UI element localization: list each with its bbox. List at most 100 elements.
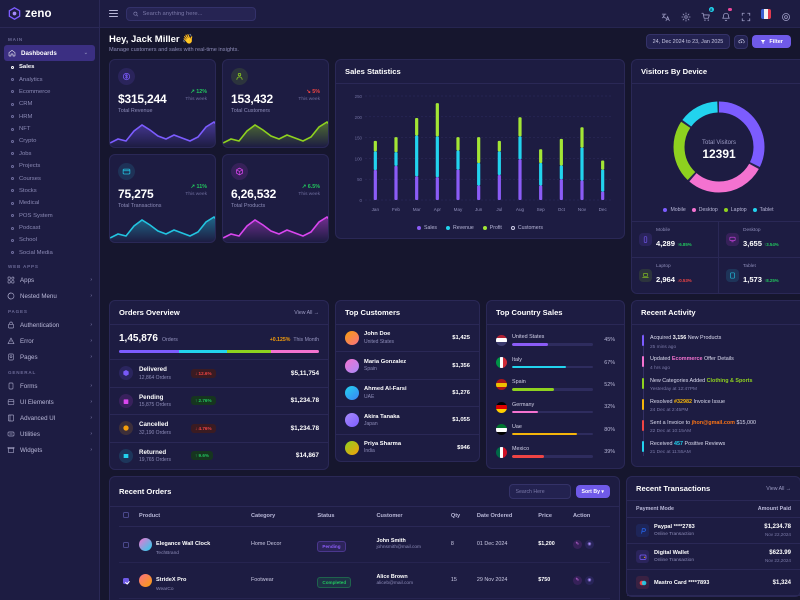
- sidebar-subitem-analytics[interactable]: Analytics: [0, 73, 99, 85]
- sidebar-subitem-pos-system[interactable]: POS System: [0, 210, 99, 222]
- order-status-row-returned[interactable]: Returned 19,765 Orders ↑ 9.6% $14,867: [110, 443, 328, 470]
- order-status-amount: $14,867: [295, 452, 319, 460]
- country-row-germany[interactable]: Germany 32%: [487, 396, 624, 418]
- order-status-row-delivered[interactable]: Delivered 12,864 Orders ↓ 12.6% $5,11,754: [110, 360, 328, 388]
- legend-item-customers[interactable]: Customers: [510, 225, 543, 231]
- orders-search-input[interactable]: [508, 484, 571, 499]
- recent-activity-list: Acquired 3,156 New Products 25 mins ago Up…: [632, 325, 800, 466]
- table-row[interactable]: StrideX Pro WearCo Footwear Completed Alice …: [119, 562, 610, 599]
- sidebar-subitem-school[interactable]: School: [0, 234, 99, 246]
- device-legend-tablet[interactable]: Tablet: [752, 207, 774, 213]
- view-eye-icon[interactable]: ◉: [584, 575, 594, 585]
- transaction-row-mastro-card-****7893[interactable]: Mastro Card ****7893 $1,324: [627, 570, 800, 597]
- legend-item-revenue[interactable]: Revenue: [446, 225, 474, 231]
- brand[interactable]: zeno: [0, 0, 99, 28]
- order-status-row-pending[interactable]: Pending 15,875 Orders ↑ 2.76% $1,234.78: [110, 388, 328, 416]
- sidebar-subitem-courses[interactable]: Courses: [0, 172, 99, 184]
- customer-row-akira-tanaka[interactable]: Akira Tanaka Japan $1,055: [336, 407, 479, 435]
- edit-pencil-icon[interactable]: ✎: [572, 539, 582, 549]
- hamburger-menu-icon[interactable]: [109, 10, 118, 17]
- sidebar-item-error[interactable]: Error ›: [0, 333, 99, 349]
- sidebar-item-authentication[interactable]: Authentication ›: [0, 317, 99, 333]
- transactions-view-all-link[interactable]: View All →: [766, 485, 791, 492]
- stat-card-total-customers[interactable]: 153,432 Total Customers ↘ 5% This week: [222, 59, 329, 148]
- customer-row-priya-sharma[interactable]: Priya Sharma India $946: [336, 435, 479, 461]
- legend-item-sales[interactable]: Sales: [417, 225, 437, 231]
- download-cloud-icon[interactable]: [734, 34, 749, 49]
- sidebar-subitem-crm[interactable]: CRM: [0, 98, 99, 110]
- activity-row[interactable]: New Categories Added Clothing & Sports Ye…: [641, 374, 796, 395]
- device-stat-desktop[interactable]: Desktop 3,655 ↑3.54%: [718, 222, 800, 257]
- fullscreen-icon[interactable]: [741, 9, 751, 21]
- stat-card-total-products[interactable]: 6,26,532 Total Products ↗ 6.5% This week: [222, 154, 329, 243]
- theme-toggle-icon[interactable]: [781, 9, 791, 21]
- orders-view-all-link[interactable]: View All →: [294, 309, 319, 316]
- country-progress-fill: [512, 343, 549, 346]
- sidebar-item-forms[interactable]: Forms ›: [0, 378, 99, 394]
- activity-row[interactable]: Sent a Invoice to jhon@gmail.com $15,000…: [641, 416, 796, 437]
- country-progress-fill: [512, 410, 538, 414]
- sidebar-item-apps[interactable]: Apps ›: [0, 272, 99, 288]
- sidebar-subitem-sales[interactable]: Sales: [0, 61, 99, 73]
- activity-row[interactable]: Received 457 Positive Reviews 21 Dec at 1…: [641, 437, 796, 458]
- order-status-row-cancelled[interactable]: Cancelled 32,190 Orders ↓ 4.76% $1,234.78: [110, 415, 328, 443]
- sidebar-subitem-jobs[interactable]: Jobs: [0, 148, 99, 160]
- date-range-picker[interactable]: 24, Dec 2024 to 23, Jan 2025: [645, 34, 731, 49]
- sidebar-subitem-social-media[interactable]: Social Media: [0, 247, 99, 259]
- table-row[interactable]: Elegance Wall Clock TechBrand Home Decor Pe…: [119, 526, 610, 563]
- device-stat-tablet[interactable]: Tablet 1,573 ↑8.25%: [718, 258, 800, 293]
- search-input[interactable]: [142, 10, 249, 17]
- device-stat-laptop[interactable]: Laptop 2,964 ↓0.53%: [632, 258, 718, 293]
- sidebar-subitem-medical[interactable]: Medical: [0, 197, 99, 209]
- edit-pencil-icon[interactable]: ✎: [572, 575, 582, 585]
- transaction-row-digital-wallet[interactable]: Digital Wallet Online Transaction $623.99 N…: [627, 544, 800, 571]
- device-legend-desktop[interactable]: Desktop: [691, 207, 718, 213]
- sidebar-subitem-stocks[interactable]: Stocks: [0, 185, 99, 197]
- country-row-united-states[interactable]: United States 45%: [487, 329, 624, 351]
- view-eye-icon[interactable]: ◉: [584, 539, 594, 549]
- activity-row[interactable]: Updated Ecommerce Offer Details 4 hrs ago: [641, 353, 796, 374]
- activity-row[interactable]: Resolved #32982 Invoice Issue 24 Dec at 2…: [641, 395, 796, 416]
- device-legend-laptop[interactable]: Laptop: [723, 207, 747, 213]
- customer-row-john-doe[interactable]: John Doe United States $1,425: [336, 325, 479, 353]
- device-legend-mobile[interactable]: Mobile: [663, 207, 686, 213]
- bell-notification-icon[interactable]: [721, 7, 732, 21]
- sidebar-subitem-podcast[interactable]: Podcast: [0, 222, 99, 234]
- cart-icon[interactable]: 8: [701, 6, 714, 21]
- table-row[interactable]: EduCarry 360DecorArtsSchool SuppliesShip…: [119, 598, 610, 600]
- search-box[interactable]: [126, 6, 256, 21]
- row-checkbox[interactable]: [123, 578, 129, 585]
- sidebar-item-widgets[interactable]: Widgets ›: [0, 442, 99, 458]
- country-row-italy[interactable]: Italy 67%: [487, 351, 624, 373]
- sidebar-subitem-crypto[interactable]: Crypto: [0, 135, 99, 147]
- legend-item-profit[interactable]: Profit: [482, 225, 502, 231]
- sidebar-subitem-ecommerce[interactable]: Ecommerce: [0, 86, 99, 98]
- sidebar-item-ui-elements[interactable]: UI Elements ›: [0, 394, 99, 410]
- device-stat-mobile[interactable]: Mobile 4,289 ↑6.85%: [632, 222, 718, 257]
- sidebar-subitem-hrm[interactable]: HRM: [0, 111, 99, 123]
- filter-button[interactable]: Filter: [752, 35, 791, 48]
- sidebar-item-pages[interactable]: Pages ›: [0, 349, 99, 365]
- country-row-uae[interactable]: Uae 80%: [487, 419, 624, 441]
- activity-row[interactable]: Acquired 3,156 New Products 25 mins ago: [641, 332, 796, 353]
- select-all-checkbox[interactable]: [123, 512, 129, 519]
- customer-row-maria-gonzalez[interactable]: Maria Gonzalez Spain $1,356: [336, 352, 479, 380]
- stat-card-total-transactions[interactable]: 75,275 Total Transactions ↗ 11% This week: [109, 154, 216, 243]
- translate-icon[interactable]: [661, 9, 671, 21]
- sidebar-item-utilities[interactable]: Utilities ›: [0, 426, 99, 442]
- sidebar-item-nested-menu[interactable]: Nested Menu ›: [0, 288, 99, 304]
- customer-row-ahmed-al-farsi[interactable]: Ahmed Al-Farsi UAE $1,276: [336, 380, 479, 408]
- sidebar-item-advanced-ui[interactable]: Advanced UI ›: [0, 410, 99, 426]
- flag-language-icon[interactable]: [761, 8, 771, 19]
- sidebar-subitem-projects[interactable]: Projects: [0, 160, 99, 172]
- transaction-row-paypal-****2783[interactable]: Paypal ****2783 Online Transaction $1,234.…: [627, 518, 800, 545]
- country-row-spain[interactable]: Spain 52%: [487, 374, 624, 396]
- stat-card-total-revenue[interactable]: $315,244 Total Revenue ↗ 12% This week: [109, 59, 216, 148]
- sort-by-button[interactable]: Sort By ▾: [575, 484, 610, 499]
- sidebar-item-dashboards[interactable]: Dashboards ⌄: [4, 45, 95, 61]
- country-sales-list: United States 45% Italy 67% Spain 52% Germany 3…: [487, 325, 624, 468]
- row-checkbox[interactable]: [123, 542, 129, 549]
- country-row-mexico[interactable]: Mexico 39%: [487, 441, 624, 463]
- sidebar-subitem-nft[interactable]: NFT: [0, 123, 99, 135]
- settings-gear-icon[interactable]: [681, 9, 691, 22]
